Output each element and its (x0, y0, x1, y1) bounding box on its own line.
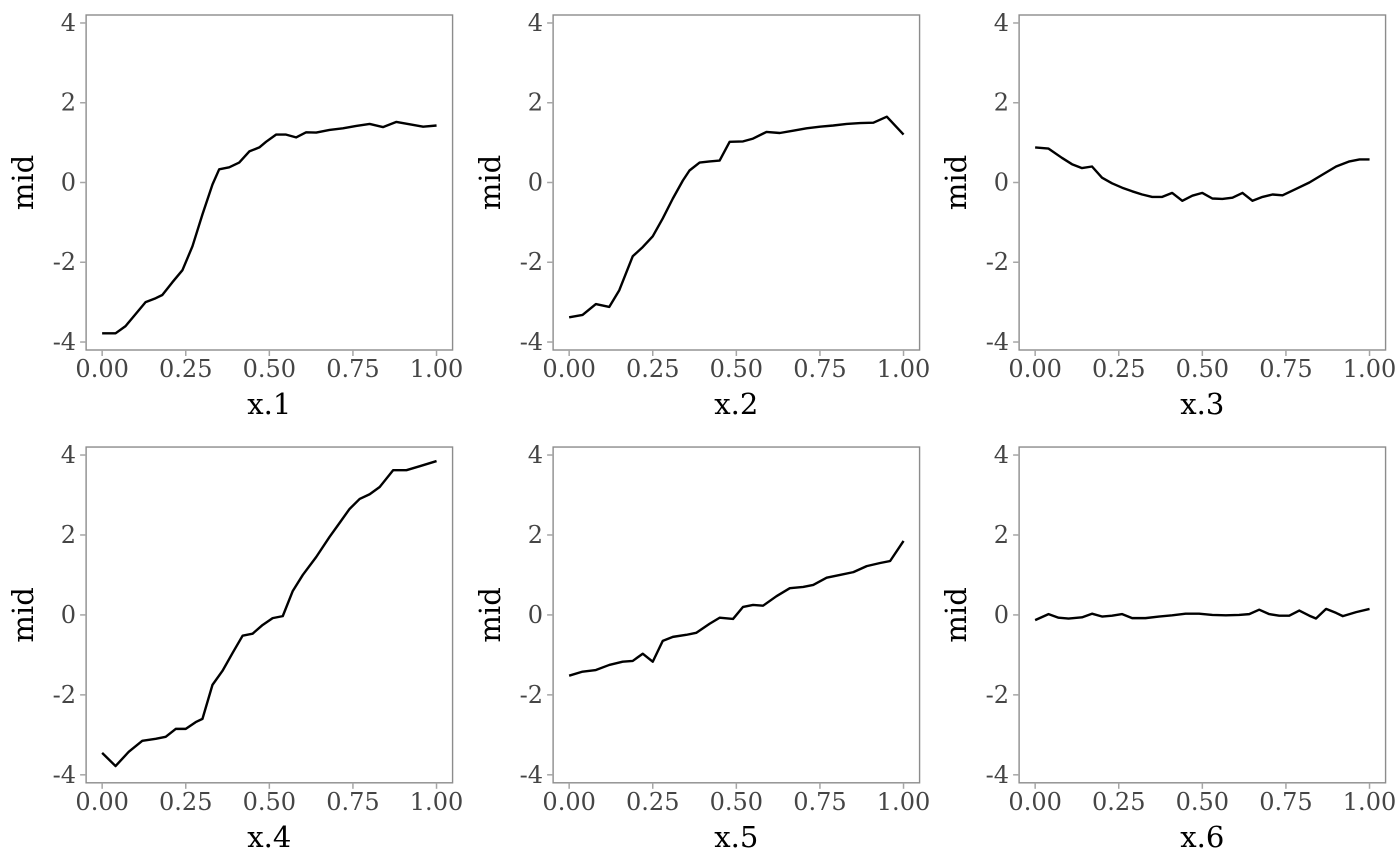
x-axis-title: x.3 (1181, 387, 1225, 421)
series-line (568, 115, 905, 319)
series-line (1034, 607, 1371, 622)
y-tick-label: -4 (519, 328, 542, 356)
subplot-x6: 0.00 0.25 0.50 0.75 1.00 -4 -2 0 2 4 x.6 mid (933, 432, 1400, 865)
y-tick-label: 4 (61, 9, 76, 37)
y-tick-label: -4 (986, 328, 1009, 356)
x-tick-label: 0.25 (626, 355, 679, 383)
subplot-x5-svg: 0.00 0.25 0.50 0.75 1.00 -4 -2 0 2 4 x.5 mid (473, 441, 930, 854)
y-tick-label: -2 (986, 681, 1009, 709)
x-tick-label: 0.50 (243, 788, 296, 816)
panel-border (85, 446, 454, 784)
y-tick-label: 2 (527, 521, 542, 549)
y-tick-label: -2 (986, 248, 1009, 276)
x-tick-label: 0.25 (1092, 355, 1145, 383)
x-tick-label: 1.00 (876, 788, 929, 816)
subplot-x1: 0.00 0.25 0.50 0.75 1.00 -4 -2 0 2 4 x.1 mid (0, 0, 467, 432)
y-tick-label: 2 (994, 89, 1009, 117)
subplot-x3-svg: 0.00 0.25 0.50 0.75 1.00 -4 -2 0 2 4 x.3 mid (939, 9, 1396, 421)
x-axis-title: x.5 (714, 820, 758, 854)
y-tick-label: 4 (527, 9, 542, 37)
x-tick-label: 0.75 (1259, 788, 1312, 816)
x-tick-label: 0.50 (709, 355, 762, 383)
x-tick-label: 0.25 (626, 788, 679, 816)
series-line (1035, 146, 1370, 203)
y-tick-label: 0 (994, 601, 1009, 629)
x-tick-label: 0.75 (326, 355, 379, 383)
x-tick-label: 1.00 (410, 788, 463, 816)
x-tick-label: 0.00 (75, 788, 128, 816)
subplot-x4-svg: 0.00 0.25 0.50 0.75 1.00 -4 -2 0 2 4 x.4 mid (6, 441, 463, 854)
x-tick-label: 0.75 (793, 788, 846, 816)
panel-border (552, 14, 920, 351)
y-tick-label: -4 (519, 761, 542, 789)
subplot-x6-svg: 0.00 0.25 0.50 0.75 1.00 -4 -2 0 2 4 x.6 mid (939, 441, 1396, 854)
subplot-x2: 0.00 0.25 0.50 0.75 1.00 -4 -2 0 2 4 x.2 mid (467, 0, 934, 432)
series-line (102, 120, 437, 335)
y-axis-title: mid (473, 587, 507, 642)
x-axis-title: x.1 (247, 387, 291, 421)
x-tick-label: 1.00 (1343, 355, 1396, 383)
y-tick-label: 4 (994, 441, 1009, 469)
panel-border (1018, 14, 1387, 351)
y-tick-label: -2 (519, 681, 542, 709)
y-tick-label: 2 (61, 89, 76, 117)
y-tick-label: 0 (527, 601, 542, 629)
x-tick-label: 0.50 (709, 788, 762, 816)
x-tick-label: 0.75 (793, 355, 846, 383)
y-tick-label: 0 (527, 169, 542, 197)
y-tick-label: -2 (53, 681, 76, 709)
x-axis-title: x.4 (247, 820, 291, 854)
y-axis-title: mid (939, 155, 973, 210)
y-axis-title: mid (939, 587, 973, 642)
x-tick-label: 0.00 (1009, 355, 1062, 383)
x-tick-label: 0.50 (1176, 355, 1229, 383)
y-axis-title: mid (6, 155, 40, 210)
x-tick-label: 0.50 (1176, 788, 1229, 816)
subplot-x3: 0.00 0.25 0.50 0.75 1.00 -4 -2 0 2 4 x.3 mid (933, 0, 1400, 432)
y-tick-label: 2 (61, 521, 76, 549)
x-tick-label: 0.00 (542, 355, 595, 383)
y-axis-title: mid (6, 587, 40, 642)
x-tick-label: 0.75 (1259, 355, 1312, 383)
x-tick-label: 0.25 (159, 788, 212, 816)
x-tick-label: 0.50 (243, 355, 296, 383)
x-axis-title: x.2 (714, 387, 758, 421)
y-tick-label: 0 (61, 601, 76, 629)
x-tick-label: 1.00 (410, 355, 463, 383)
y-tick-label: 0 (994, 169, 1009, 197)
y-axis-title: mid (473, 155, 507, 210)
y-tick-label: -4 (53, 761, 76, 789)
y-tick-label: 2 (527, 89, 542, 117)
panel-border (85, 14, 454, 351)
y-tick-label: 4 (994, 9, 1009, 37)
x-tick-label: 0.25 (1092, 788, 1145, 816)
subplot-x5: 0.00 0.25 0.50 0.75 1.00 -4 -2 0 2 4 x.5 mid (467, 432, 934, 865)
x-tick-label: 1.00 (876, 355, 929, 383)
y-tick-label: -2 (519, 248, 542, 276)
x-axis-title: x.6 (1180, 820, 1224, 854)
x-tick-label: 0.00 (75, 355, 128, 383)
subplot-x4: 0.00 0.25 0.50 0.75 1.00 -4 -2 0 2 4 x.4 mid (0, 432, 467, 865)
y-tick-label: -2 (53, 248, 76, 276)
y-tick-label: 2 (994, 521, 1009, 549)
series-line (101, 459, 437, 768)
y-tick-label: -4 (53, 328, 76, 356)
series-line (568, 540, 905, 677)
subplot-x1-svg: 0.00 0.25 0.50 0.75 1.00 -4 -2 0 2 4 x.1 mid (6, 9, 463, 421)
y-tick-label: -4 (986, 761, 1009, 789)
y-tick-label: 4 (527, 441, 542, 469)
x-tick-label: 0.00 (542, 788, 595, 816)
x-tick-label: 0.75 (326, 788, 379, 816)
x-tick-label: 0.25 (159, 355, 212, 383)
y-tick-label: 0 (61, 169, 76, 197)
x-tick-label: 0.00 (1009, 788, 1062, 816)
y-tick-label: 4 (61, 441, 76, 469)
subplot-x2-svg: 0.00 0.25 0.50 0.75 1.00 -4 -2 0 2 4 x.2 mid (473, 9, 930, 421)
x-tick-label: 1.00 (1343, 788, 1396, 816)
